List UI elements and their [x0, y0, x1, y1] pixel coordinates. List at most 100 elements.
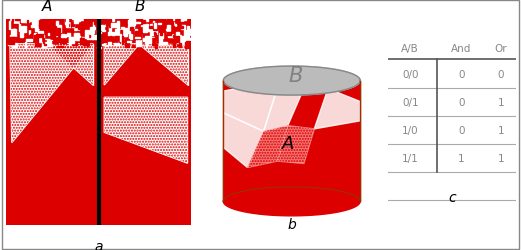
Bar [152, 39, 155, 46]
Bar [26, 16, 29, 23]
Bar [171, 41, 173, 42]
Text: B: B [134, 0, 145, 14]
Bar [76, 38, 81, 40]
Polygon shape [140, 44, 188, 86]
Bar [173, 40, 175, 48]
Text: Or: Or [494, 44, 507, 54]
Bar [106, 20, 107, 26]
Bar [178, 28, 184, 36]
Bar [159, 39, 162, 45]
Bar [72, 26, 73, 27]
Bar [155, 34, 156, 40]
Bar [21, 16, 25, 23]
Bar [155, 45, 157, 48]
Bar [29, 27, 30, 34]
Bar [41, 38, 43, 43]
Bar [47, 41, 52, 46]
Polygon shape [224, 81, 280, 132]
Bar [52, 14, 54, 21]
Bar [125, 29, 127, 37]
Bar [23, 14, 24, 22]
Bar [98, 26, 101, 29]
Polygon shape [264, 81, 306, 132]
Polygon shape [104, 98, 188, 164]
Bar [9, 22, 10, 30]
Bar [177, 45, 179, 46]
Bar [44, 44, 46, 46]
Bar [185, 19, 192, 26]
Bar [181, 20, 183, 24]
Bar [28, 25, 33, 30]
Bar [39, 21, 44, 29]
Bar [11, 30, 17, 38]
Bar [66, 30, 71, 34]
Bar [128, 29, 129, 32]
Bar [97, 33, 101, 34]
Bar [35, 27, 40, 28]
Bar [135, 26, 138, 33]
Bar [41, 27, 46, 33]
Bar [161, 38, 163, 40]
Bar [130, 19, 135, 26]
Bar [66, 20, 71, 28]
Bar [66, 18, 68, 26]
Bar [109, 26, 111, 32]
Bar [85, 29, 86, 36]
Bar [103, 19, 106, 24]
Bar [174, 38, 176, 42]
Bar [50, 42, 52, 46]
Bar [40, 36, 44, 40]
Bar [135, 32, 141, 40]
Bar [167, 25, 172, 28]
Bar [140, 35, 141, 41]
Bar [87, 34, 93, 40]
Bar [89, 34, 92, 40]
Bar [72, 41, 77, 46]
Bar [16, 28, 20, 34]
Bar [83, 39, 85, 42]
Bar [94, 28, 95, 30]
Bar [117, 22, 119, 30]
Bar [45, 43, 46, 48]
Bar [153, 22, 154, 26]
Bar [36, 21, 41, 25]
Bar [93, 23, 94, 31]
Bar [180, 18, 186, 21]
Bar [19, 20, 20, 27]
Bar [189, 17, 190, 24]
Bar [130, 28, 133, 31]
Bar [157, 15, 163, 20]
Bar [132, 46, 135, 48]
Bar [181, 17, 187, 20]
Bar [149, 36, 150, 43]
Bar [168, 34, 174, 38]
Bar [147, 28, 150, 32]
Bar [171, 25, 176, 32]
Bar [188, 38, 191, 46]
Bar [102, 45, 105, 46]
Bar [86, 42, 89, 43]
Bar [92, 38, 94, 43]
Bar [13, 30, 15, 32]
Bar [174, 28, 177, 32]
Bar [186, 39, 192, 44]
Text: 0: 0 [458, 69, 465, 79]
Bar [108, 26, 112, 29]
Bar [35, 42, 41, 47]
Bar [20, 32, 23, 38]
Bar [75, 26, 79, 30]
Bar [57, 26, 61, 33]
Text: 1/1: 1/1 [402, 154, 419, 164]
Bar [156, 18, 162, 26]
Text: 1: 1 [498, 126, 504, 136]
Bar [153, 30, 157, 34]
Polygon shape [224, 187, 360, 216]
Bar [108, 43, 111, 46]
Bar [145, 37, 151, 44]
Bar [25, 42, 26, 48]
Bar [169, 19, 173, 26]
Bar [128, 20, 132, 25]
Bar [26, 40, 32, 42]
Bar [120, 35, 121, 42]
Bar [177, 32, 179, 39]
